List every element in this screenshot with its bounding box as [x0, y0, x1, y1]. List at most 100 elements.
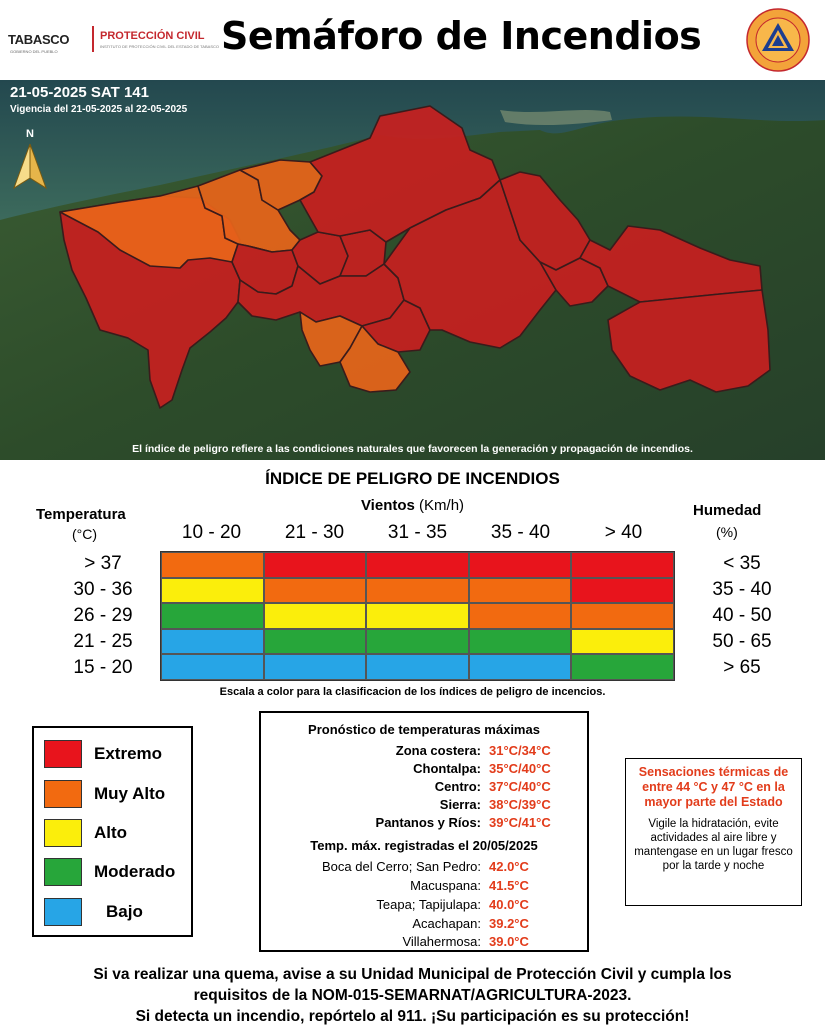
legend-item-muy-alto: Muy Alto	[44, 780, 194, 810]
legend-label: Muy Alto	[94, 784, 166, 803]
humidity-range: < 35	[723, 553, 761, 574]
risk-cell	[468, 552, 572, 578]
forecast-zone-row: Zona costera: 31°C/34°C	[261, 743, 587, 762]
temperature-range: > 37	[84, 553, 122, 574]
municipality-regions	[59, 105, 771, 409]
risk-cell	[263, 654, 367, 680]
risk-cell	[571, 654, 674, 680]
temperature-forecast-box: Pronóstico de temperaturas máximas Zona …	[259, 711, 589, 952]
zone-name: Chontalpa:	[413, 761, 481, 776]
recorded-place: Acachapan:	[412, 916, 481, 931]
forecast-zone-row: Chontalpa: 35°C/40°C	[261, 761, 587, 780]
legend-item-alto: Alto	[44, 819, 194, 849]
recorded-row: Boca del Cerro; San Pedro: 42.0°C	[261, 859, 587, 878]
heat-sensation-advice: Vigile la hidratación, evite actividades…	[634, 818, 793, 872]
temperature-range: 15 - 20	[73, 657, 133, 678]
recorded-place: Villahermosa:	[402, 934, 481, 949]
legend-swatch	[44, 898, 82, 926]
agency-subtitle: INSTITUTO DE PROTECCIÓN CIVIL DEL ESTADO…	[100, 44, 219, 49]
temperature-title: Temperatura	[36, 506, 126, 523]
risk-cell	[571, 577, 674, 604]
region-tacotalpa	[339, 325, 411, 393]
recorded-row: Teapa; Tapijulapa: 40.0°C	[261, 897, 587, 916]
risk-cell	[366, 654, 469, 680]
risk-cell	[366, 603, 469, 629]
region-macuspana	[383, 179, 557, 349]
legend-label: Extremo	[94, 744, 163, 763]
region-balanc-n	[579, 225, 763, 303]
humidity-range-column: < 35 35 - 40 40 - 50 50 - 65 > 65	[692, 551, 792, 681]
legend-label: Alto	[94, 823, 128, 842]
recorded-place: Macuspana:	[410, 878, 481, 893]
zone-name: Centro:	[434, 779, 481, 794]
humidity-unit: (%)	[716, 524, 738, 540]
state-logo-text: TABASCO	[8, 32, 70, 47]
temperature-range: 30 - 36	[73, 579, 133, 600]
page-title: Semáforo de Incendios	[221, 14, 702, 58]
risk-cell	[263, 603, 367, 629]
risk-legend: Extremo Muy Alto Alto Moderado Bajo	[32, 726, 193, 937]
recorded-temperature: 39.2°C	[489, 916, 529, 931]
header: TABASCO GOBIERNO DEL PUEBLO PROTECCIÓN C…	[0, 0, 825, 80]
logo-divider	[92, 26, 94, 52]
north-label: N	[26, 128, 34, 140]
wind-range: 35 - 40	[490, 522, 551, 543]
wind-range: 10 - 20	[181, 522, 242, 543]
humidity-range: 50 - 65	[712, 631, 772, 652]
risk-cell	[161, 628, 264, 655]
risk-cell	[161, 603, 264, 629]
heat-sensation-headline: Sensaciones térmicas de entre 44 °C y 47…	[638, 765, 789, 809]
risk-cell	[366, 628, 469, 655]
zone-name: Pantanos y Ríos:	[375, 815, 481, 830]
recorded-temperature: 39.0°C	[489, 934, 529, 949]
state-logo-subtitle: GOBIERNO DEL PUEBLO	[10, 49, 58, 54]
north-arrow-icon	[13, 143, 47, 190]
temperature-range-column: > 37 30 - 36 26 - 29 21 - 25 15 - 20	[58, 551, 148, 681]
risk-cell	[571, 552, 674, 578]
wind-range: 31 - 35	[387, 522, 448, 543]
civil-protection-seal-icon	[746, 8, 810, 72]
scale-note: Escala a color para la clasificacion de …	[219, 686, 606, 698]
footer-line: Si va realizar una quema, avise a su Uni…	[93, 966, 732, 983]
humidity-title: Humedad	[693, 502, 762, 519]
recorded-temperature: 42.0°C	[489, 859, 529, 874]
footer-line: requisitos de la NOM-015-SEMARNAT/AGRICU…	[193, 987, 632, 1004]
risk-cell	[571, 628, 674, 655]
risk-cell	[161, 552, 264, 578]
forecast-zone-row: Pantanos y Ríos: 39°C/41°C	[261, 815, 587, 834]
map-canvas	[0, 80, 825, 460]
index-title: ÍNDICE DE PELIGRO DE INCENDIOS	[265, 469, 560, 488]
north-arrow: N	[10, 128, 50, 192]
bulletin-validity: Vigencia del 21-05-2025 al 22-05-2025	[10, 104, 188, 115]
winds-header: Vientos (Km/h)	[0, 497, 825, 514]
temperature-range: 26 - 29	[73, 605, 133, 626]
recorded-row: Acachapan: 39.2°C	[261, 916, 587, 935]
risk-cell	[161, 654, 264, 680]
legend-swatch	[44, 819, 82, 847]
agency-name: PROTECCIÓN CIVIL	[100, 30, 205, 42]
risk-cell	[263, 628, 367, 655]
risk-cell	[263, 577, 367, 604]
humidity-range: 40 - 50	[712, 605, 772, 626]
wind-range: 21 - 30	[284, 522, 345, 543]
zone-name: Sierra:	[439, 797, 481, 812]
legend-item-bajo: Bajo	[44, 898, 194, 928]
wind-range-header: 10 - 20 21 - 30 31 - 35 35 - 40 > 40	[160, 522, 675, 546]
legend-swatch	[44, 740, 82, 768]
humidity-range: 35 - 40	[712, 579, 772, 600]
legend-label: Bajo	[106, 902, 143, 921]
risk-cell	[263, 552, 367, 578]
recorded-row: Villahermosa: 39.0°C	[261, 934, 587, 953]
temperature-range: 21 - 25	[73, 631, 133, 652]
zone-temperature: 35°C/40°C	[489, 761, 551, 776]
recorded-title: Temp. máx. registradas el 20/05/2025	[310, 838, 538, 853]
gulf-of-mexico	[0, 80, 825, 220]
coastal-sediment	[500, 110, 612, 126]
legend-swatch	[44, 780, 82, 808]
risk-cell	[468, 603, 572, 629]
risk-matrix	[160, 551, 675, 681]
footer-message: Si va realizar una quema, avise a su Uni…	[0, 964, 825, 1027]
recorded-row: Macuspana: 41.5°C	[261, 878, 587, 897]
winds-unit: (Km/h)	[414, 497, 465, 514]
risk-cell	[366, 577, 469, 604]
